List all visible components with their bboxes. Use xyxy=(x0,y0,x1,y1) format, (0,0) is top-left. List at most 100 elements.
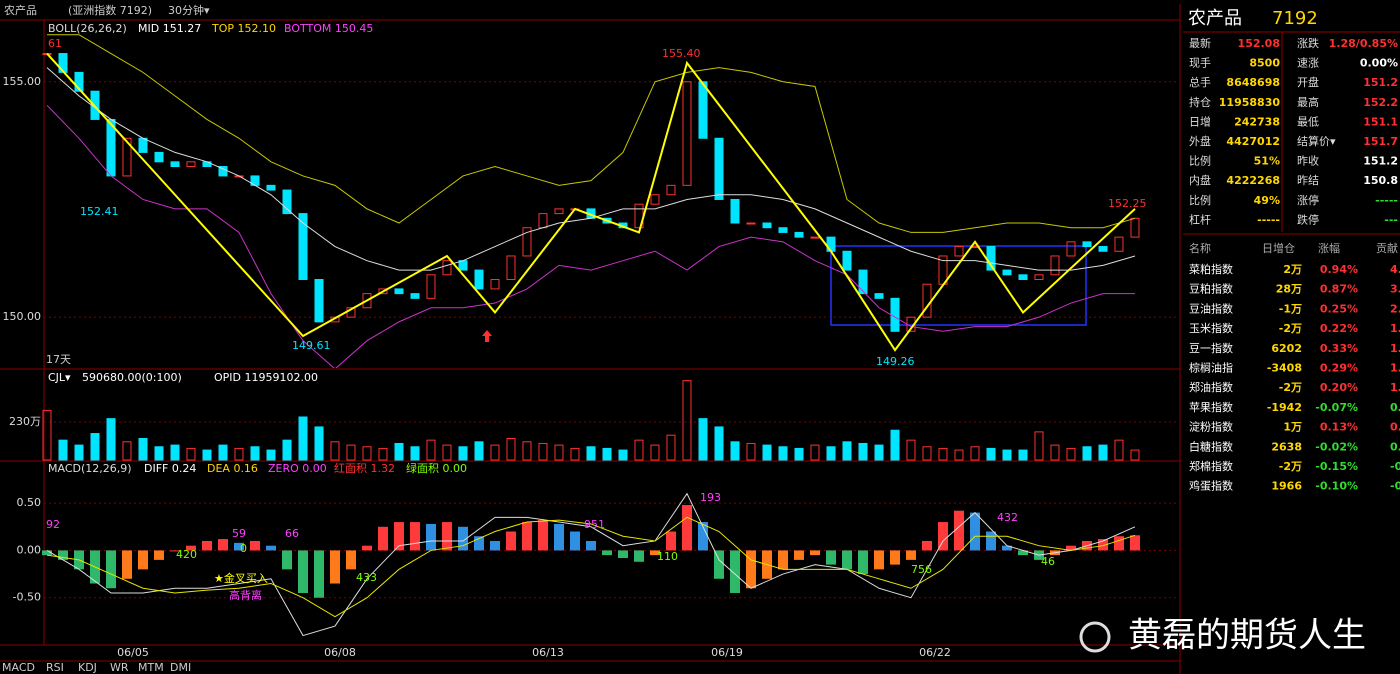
volume-bar xyxy=(682,380,692,461)
macd-bar xyxy=(906,550,916,560)
indicator-tab[interactable]: KDJ xyxy=(78,661,97,674)
volume-bar xyxy=(730,441,740,461)
quote-value: 151.1 xyxy=(1363,115,1398,128)
quote-value: 11958830 xyxy=(1219,96,1281,109)
sector-name[interactable]: 豆粕指数 xyxy=(1189,282,1233,296)
sector-name[interactable]: 白糖指数 xyxy=(1189,439,1233,453)
sector-change: 0.22% xyxy=(1320,322,1358,335)
macd-bar xyxy=(538,520,548,551)
macd-annotation: 110 xyxy=(657,550,678,563)
macd-bar xyxy=(730,550,740,593)
up-arrow xyxy=(482,330,492,342)
watermark: 黄磊的期货人生 xyxy=(1128,616,1366,656)
sector-change: 0.33% xyxy=(1320,342,1358,355)
sector-name[interactable]: 郑棉指数 xyxy=(1189,459,1233,473)
macd-annotation: 高背离 xyxy=(229,588,262,602)
sector-oi: 1966 xyxy=(1271,480,1302,493)
macd-bar xyxy=(1130,535,1140,551)
volume-bar xyxy=(442,444,452,461)
sector-contrib: 1. xyxy=(1390,362,1400,375)
quote-label: 总手 xyxy=(1189,75,1211,89)
sector-name[interactable]: 苹果指数 xyxy=(1189,400,1233,414)
sector-oi: 6202 xyxy=(1271,342,1302,355)
quote-label: 外盘 xyxy=(1189,134,1211,148)
indicator-line xyxy=(46,516,1136,618)
macd-bar xyxy=(138,550,148,570)
indicator-tab[interactable]: WR xyxy=(110,661,129,674)
sector-name[interactable]: 淀粉指数 xyxy=(1189,420,1233,434)
candle xyxy=(698,81,708,139)
volume-bar xyxy=(298,416,308,461)
macd-bar xyxy=(58,550,68,560)
volume-bar xyxy=(74,444,84,461)
volume-bar xyxy=(42,409,52,461)
volume-bar xyxy=(106,418,116,461)
sector-contrib: 1. xyxy=(1390,381,1400,394)
macd-bar xyxy=(698,522,708,551)
macd-bar xyxy=(314,550,324,598)
volume-bar xyxy=(970,446,980,461)
quote-code: 7192 xyxy=(1272,8,1318,29)
candle xyxy=(490,278,500,290)
quote-label: 结算价▾ xyxy=(1297,134,1336,148)
candle xyxy=(1018,274,1028,280)
legend-entry: TOP 152.10 xyxy=(211,22,276,35)
macd-annotation: 433 xyxy=(356,571,377,584)
x-tick-label: 06/08 xyxy=(324,646,356,659)
sector-oi: -3408 xyxy=(1267,362,1302,375)
volume-bar xyxy=(554,444,564,461)
candle xyxy=(682,81,692,186)
sector-name[interactable]: 玉米指数 xyxy=(1189,321,1233,335)
quote-value: 4222268 xyxy=(1226,174,1280,187)
candle xyxy=(1066,241,1076,257)
indicator-tab[interactable]: MACD xyxy=(2,661,35,674)
sector-name[interactable]: 鸡蛋指数 xyxy=(1189,479,1233,493)
indicator-tab[interactable]: RSI xyxy=(46,661,64,674)
macd-annotation: 0 xyxy=(240,542,247,555)
macd-bar xyxy=(970,512,980,551)
volume-bar xyxy=(938,447,948,461)
x-tick-label: 06/13 xyxy=(532,646,564,659)
sector-name[interactable]: 菜粕指数 xyxy=(1189,262,1233,276)
candle xyxy=(266,184,276,191)
sector-name[interactable]: 豆一指数 xyxy=(1189,341,1233,355)
quote-value: ----- xyxy=(1257,213,1280,226)
quote-value: 151.7 xyxy=(1363,135,1398,148)
volume-bar xyxy=(90,433,100,461)
quote-value: 49% xyxy=(1254,194,1280,207)
candle xyxy=(218,166,228,177)
quote-label: 持仓 xyxy=(1189,95,1211,109)
quote-label: 昨收 xyxy=(1297,154,1319,168)
volume-bar xyxy=(282,439,292,461)
quote-value: 151.2 xyxy=(1363,155,1398,168)
sector-contrib: 2. xyxy=(1390,302,1400,315)
volume-bar xyxy=(1114,439,1124,461)
macd-bar xyxy=(1002,545,1012,551)
quote-label: 速涨 xyxy=(1297,57,1319,70)
indicator-tab[interactable]: MTM xyxy=(138,661,164,674)
period-select[interactable]: 30分钟▾ xyxy=(168,3,210,17)
volume-bar xyxy=(186,447,196,461)
table-header: 日增仓 xyxy=(1262,241,1295,255)
macd-bar xyxy=(602,550,612,556)
sector-name[interactable]: 棕榈油指 xyxy=(1189,361,1233,375)
macd-bar xyxy=(986,531,996,551)
sector-contrib: 0. xyxy=(1390,440,1400,453)
candle xyxy=(954,246,964,257)
symbol-name: 农产品 xyxy=(4,3,37,17)
sector-name[interactable]: 郑油指数 xyxy=(1189,380,1233,394)
sector-contrib: 0. xyxy=(1390,421,1400,434)
volume-bar xyxy=(618,449,628,461)
volume-bar xyxy=(362,446,372,461)
sector-name[interactable]: 豆油指数 xyxy=(1189,301,1233,315)
candle xyxy=(842,250,852,271)
sector-contrib: 1. xyxy=(1390,322,1400,335)
legend-entry: 红面积 1.32 xyxy=(334,462,395,475)
volume-bar xyxy=(522,441,532,461)
y-tick-label: 155.00 xyxy=(3,75,42,88)
indicator-tab[interactable]: DMI xyxy=(170,661,191,674)
candle xyxy=(778,227,788,233)
candle xyxy=(410,293,420,299)
sector-contrib: 3. xyxy=(1390,283,1400,296)
